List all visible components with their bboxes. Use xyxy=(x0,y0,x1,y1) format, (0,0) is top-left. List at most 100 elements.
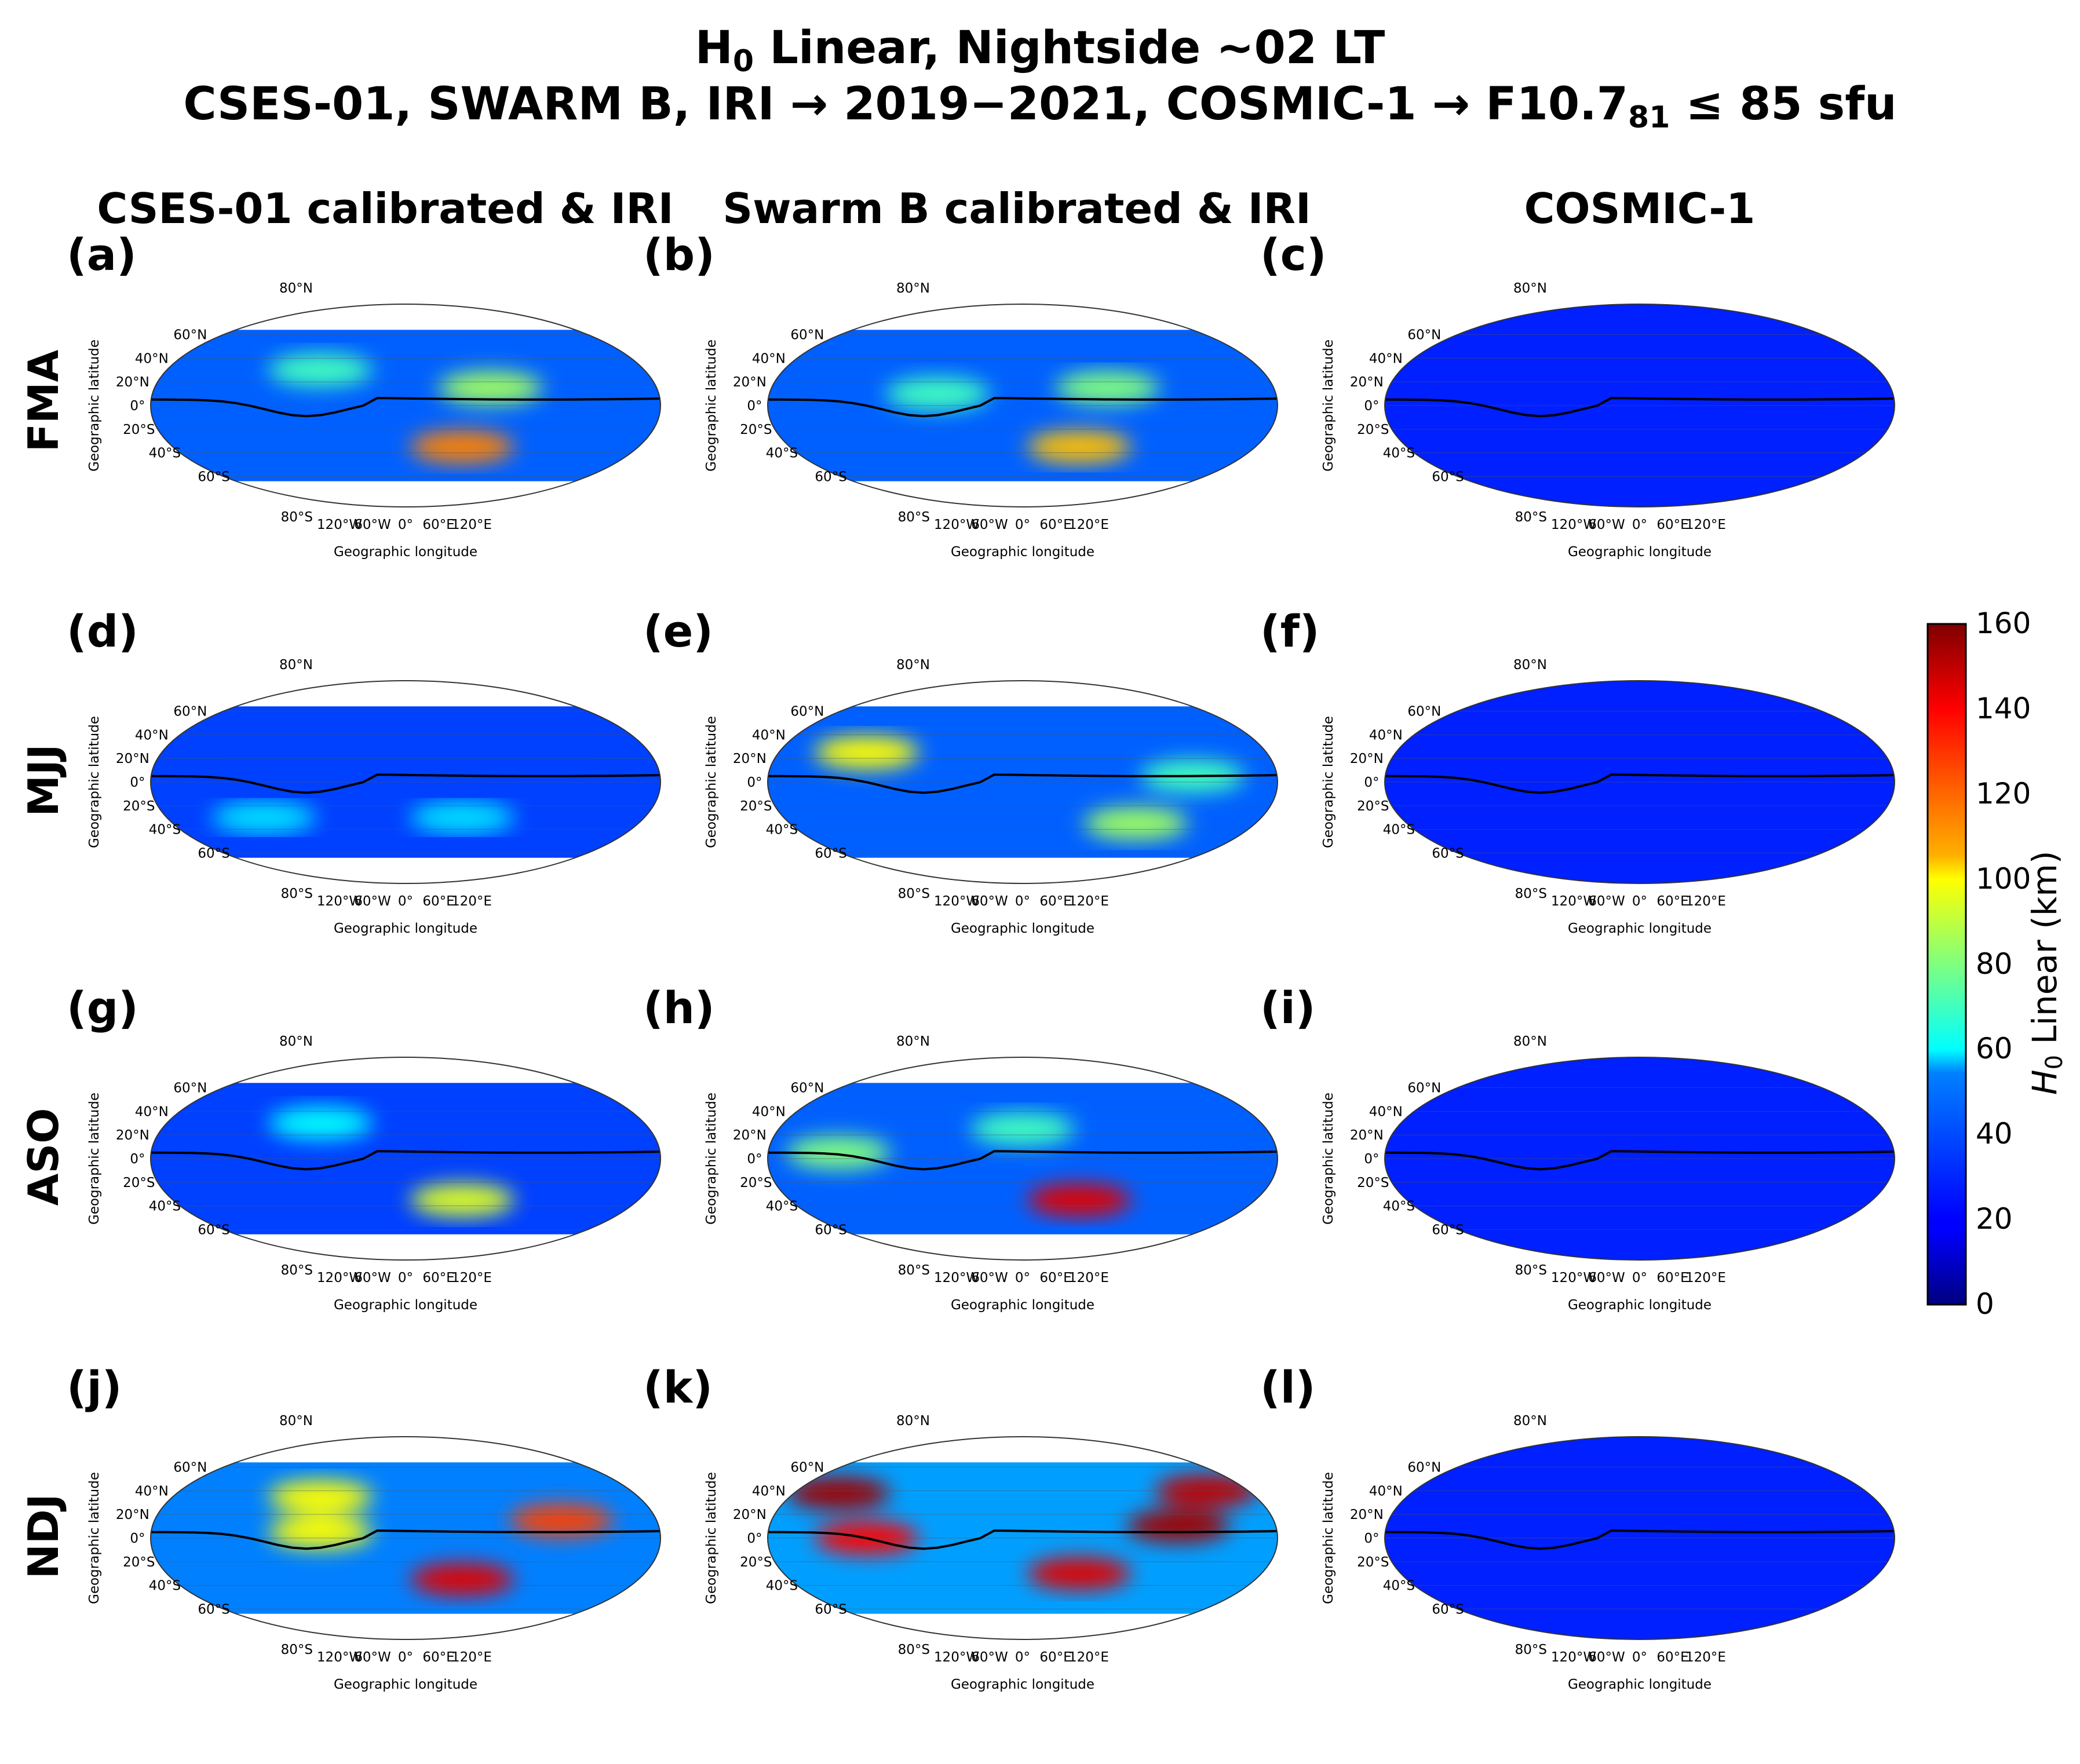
lat-tick-g-2: 40°N xyxy=(135,1104,169,1119)
lat-tick-e-8: 80°S xyxy=(898,886,930,901)
column-header-cosmic: COSMIC-1 xyxy=(1524,184,1756,233)
x-axis-label-e: Geographic longitude xyxy=(951,921,1094,936)
colorbar-tick-label: 80 xyxy=(1976,947,2013,981)
y-axis-label-l: Geographic latitude xyxy=(1321,1472,1336,1604)
lat-tick-l-3: 20°N xyxy=(1350,1507,1384,1522)
lon-tick-h-1: 60°W xyxy=(971,1270,1008,1285)
lat-tick-b-0: 80°N xyxy=(896,281,930,296)
panel-label-l: (l) xyxy=(1260,1361,1316,1413)
lat-tick-e-3: 20°N xyxy=(733,751,767,766)
lat-tick-i-0: 80°N xyxy=(1513,1034,1547,1049)
panel-label-k: (k) xyxy=(643,1361,713,1413)
lat-tick-f-3: 20°N xyxy=(1350,751,1384,766)
colorbar xyxy=(1926,623,1967,1306)
lon-tick-k-1: 60°W xyxy=(971,1650,1008,1665)
map-outline-e xyxy=(767,680,1278,884)
lat-tick-j-5: 20°S xyxy=(123,1555,155,1570)
lat-tick-h-2: 40°N xyxy=(752,1104,786,1119)
lat-tick-d-6: 40°S xyxy=(149,823,181,838)
y-axis-label-g: Geographic latitude xyxy=(87,1093,102,1225)
lat-tick-b-2: 40°N xyxy=(752,351,786,366)
lat-tick-l-6: 40°S xyxy=(1383,1579,1415,1594)
map-panel-e: 80°N60°N40°N20°N0°20°S40°S60°S80°S 120°W6… xyxy=(704,658,1278,936)
colorbar-gradient xyxy=(1926,623,1967,1306)
lat-tick-k-2: 40°N xyxy=(752,1484,786,1499)
lat-tick-f-2: 40°N xyxy=(1369,728,1403,743)
y-axis-label-i: Geographic latitude xyxy=(1321,1093,1336,1225)
map-outline-c xyxy=(1384,304,1895,507)
lon-tick-d-4: 120°E xyxy=(451,894,492,909)
lat-tick-h-8: 80°S xyxy=(898,1263,930,1278)
lat-tick-e-2: 40°N xyxy=(752,728,786,743)
panel-label-i: (i) xyxy=(1260,982,1316,1033)
lat-tick-e-1: 60°N xyxy=(790,704,824,720)
lon-tick-a-0: 120°W xyxy=(317,517,362,532)
lon-tick-e-2: 0° xyxy=(1015,894,1030,909)
magnetic-equator-e xyxy=(768,773,1278,794)
lat-tick-i-8: 80°S xyxy=(1515,1263,1547,1278)
lon-tick-l-3: 60°E xyxy=(1656,1650,1688,1665)
map-outline-f xyxy=(1384,680,1895,884)
hotspot-h-1 xyxy=(786,1136,891,1169)
lat-tick-i-7: 60°S xyxy=(1432,1223,1464,1238)
x-axis-label-i: Geographic longitude xyxy=(1568,1298,1712,1313)
row-header-aso: ASO xyxy=(19,1108,68,1206)
lat-tick-d-2: 40°N xyxy=(135,728,169,743)
lon-tick-l-1: 60°W xyxy=(1588,1650,1625,1665)
lat-tick-d-8: 80°S xyxy=(281,886,313,901)
hotspot-g-0 xyxy=(410,1184,514,1217)
y-axis-label-e: Geographic latitude xyxy=(704,716,719,848)
map-outline-h xyxy=(767,1057,1278,1261)
lon-tick-d-3: 60°E xyxy=(422,894,454,909)
hotspot-a-0 xyxy=(410,430,514,463)
lat-tick-j-1: 60°N xyxy=(173,1460,207,1476)
magnetic-equator-h xyxy=(768,1150,1278,1171)
lat-tick-e-6: 40°S xyxy=(766,823,798,838)
lat-tick-c-4: 0° xyxy=(1364,399,1379,414)
lat-tick-f-5: 20°S xyxy=(1357,799,1389,814)
lon-tick-b-3: 60°E xyxy=(1039,517,1071,532)
map-panel-d: 80°N60°N40°N20°N0°20°S40°S60°S80°S 120°W6… xyxy=(87,658,661,936)
magnetic-equator-a xyxy=(151,397,661,418)
lat-tick-j-8: 80°S xyxy=(281,1642,313,1657)
lon-tick-g-1: 60°W xyxy=(354,1270,391,1285)
hotspot-k-0 xyxy=(786,1477,891,1510)
colorbar-tick-label: 120 xyxy=(1976,776,2031,810)
lat-tick-a-4: 0° xyxy=(130,399,145,414)
lat-tick-h-7: 60°S xyxy=(815,1223,846,1238)
hotspot-e-1 xyxy=(1083,807,1188,840)
colorbar-label: H0 Linear (km) xyxy=(2025,850,2068,1095)
map-panel-i: 80°N60°N40°N20°N0°20°S40°S60°S80°S 120°W6… xyxy=(1321,1034,1895,1313)
lat-tick-h-4: 0° xyxy=(747,1152,762,1167)
lat-tick-d-4: 0° xyxy=(130,775,145,790)
lon-tick-h-3: 60°E xyxy=(1039,1270,1071,1285)
lon-tick-c-1: 60°W xyxy=(1588,517,1625,532)
lat-tick-f-0: 80°N xyxy=(1513,658,1547,673)
lat-tick-h-3: 20°N xyxy=(733,1128,767,1143)
hotspot-j-3 xyxy=(268,1515,373,1548)
map-panel-k: 80°N60°N40°N20°N0°20°S40°S60°S80°S 120°W6… xyxy=(704,1414,1278,1692)
row-header-mjj: MJJ xyxy=(19,744,68,817)
lat-tick-a-7: 60°S xyxy=(198,470,229,485)
magnetic-equator-d xyxy=(151,773,661,794)
hotspot-d-1 xyxy=(211,801,316,834)
lon-tick-h-0: 120°W xyxy=(934,1270,979,1285)
lat-tick-k-4: 0° xyxy=(747,1531,762,1546)
hotspot-k-2 xyxy=(1126,1510,1231,1543)
figure-title-line1: H0 Linear, Nightside ~02 LT xyxy=(695,22,1385,79)
hotspot-a-1 xyxy=(268,353,373,386)
lat-tick-l-2: 40°N xyxy=(1369,1484,1403,1499)
lat-tick-l-0: 80°N xyxy=(1513,1414,1547,1429)
lon-tick-h-4: 120°E xyxy=(1068,1270,1109,1285)
lat-tick-c-7: 60°S xyxy=(1432,470,1464,485)
magnetic-equator-f xyxy=(1385,773,1895,794)
lon-tick-f-2: 0° xyxy=(1632,894,1647,909)
y-axis-label-k: Geographic latitude xyxy=(704,1472,719,1604)
map-panel-b: 80°N60°N40°N20°N0°20°S40°S60°S80°S 120°W6… xyxy=(704,281,1278,560)
map-outline-l xyxy=(1384,1436,1895,1640)
lon-tick-k-4: 120°E xyxy=(1068,1650,1109,1665)
lat-tick-g-5: 20°S xyxy=(123,1175,155,1190)
map-outline-j xyxy=(150,1436,661,1640)
lat-tick-l-5: 20°S xyxy=(1357,1555,1389,1570)
lon-tick-j-2: 0° xyxy=(398,1650,413,1665)
